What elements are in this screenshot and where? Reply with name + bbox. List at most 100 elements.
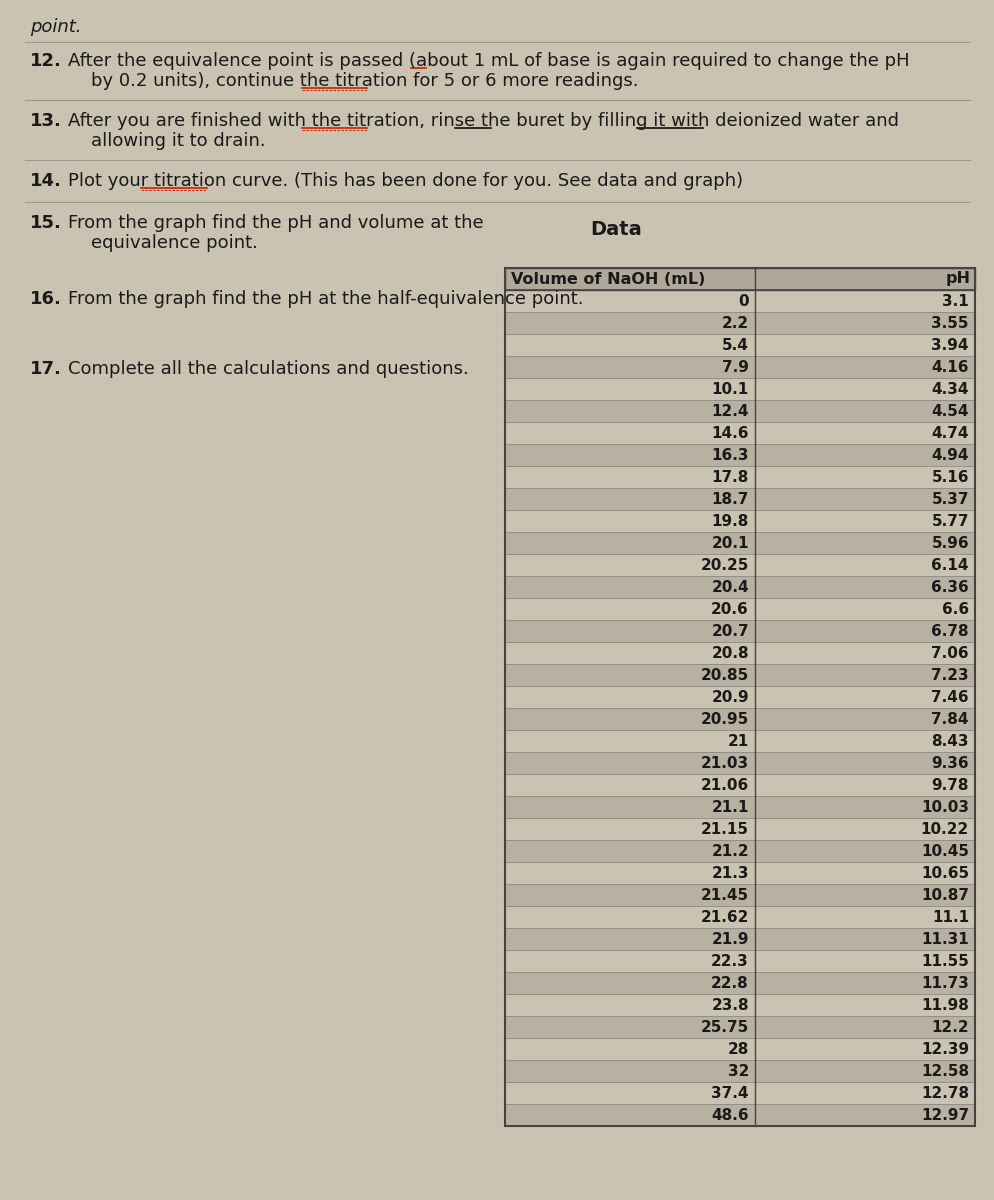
Text: 16.: 16. xyxy=(30,290,62,308)
Text: allowing it to drain.: allowing it to drain. xyxy=(68,132,265,150)
Bar xyxy=(505,752,975,774)
Text: 18.7: 18.7 xyxy=(712,492,749,506)
Bar xyxy=(505,972,975,994)
Text: by 0.2 units), continue the titration for 5 or 6 more readings.: by 0.2 units), continue the titration fo… xyxy=(68,72,638,90)
Text: equivalence point.: equivalence point. xyxy=(68,234,257,252)
Text: 20.95: 20.95 xyxy=(701,712,749,726)
Text: 20.8: 20.8 xyxy=(712,646,749,660)
Text: 19.8: 19.8 xyxy=(712,514,749,528)
Text: 10.87: 10.87 xyxy=(921,888,969,902)
Text: 12.: 12. xyxy=(30,52,62,70)
Text: 17.8: 17.8 xyxy=(712,469,749,485)
Bar xyxy=(505,1082,975,1104)
Text: 13.: 13. xyxy=(30,112,62,130)
Bar xyxy=(505,884,975,906)
Bar xyxy=(505,598,975,620)
Text: 12.58: 12.58 xyxy=(920,1063,969,1079)
Text: 9.36: 9.36 xyxy=(931,756,969,770)
Bar xyxy=(505,422,975,444)
Text: 21.62: 21.62 xyxy=(701,910,749,924)
Text: 20.7: 20.7 xyxy=(712,624,749,638)
Text: 15.: 15. xyxy=(30,214,62,232)
Text: 0: 0 xyxy=(739,294,749,308)
Bar xyxy=(505,268,975,290)
Text: 6.36: 6.36 xyxy=(931,580,969,594)
Text: 7.46: 7.46 xyxy=(931,690,969,704)
Text: 22.8: 22.8 xyxy=(712,976,749,990)
Text: 17.: 17. xyxy=(30,360,62,378)
Text: Complete all the calculations and questions.: Complete all the calculations and questi… xyxy=(68,360,469,378)
Bar xyxy=(505,532,975,554)
Text: 3.1: 3.1 xyxy=(942,294,969,308)
Text: 20.6: 20.6 xyxy=(712,601,749,617)
Bar xyxy=(505,994,975,1016)
Text: 4.54: 4.54 xyxy=(931,403,969,419)
Text: 21.15: 21.15 xyxy=(701,822,749,836)
Text: 5.37: 5.37 xyxy=(931,492,969,506)
Bar xyxy=(505,928,975,950)
Text: After the equivalence point is passed (about 1 mL of base is again required to c: After the equivalence point is passed (a… xyxy=(68,52,910,70)
Text: 4.34: 4.34 xyxy=(931,382,969,396)
Text: 28: 28 xyxy=(728,1042,749,1056)
Bar xyxy=(505,774,975,796)
Text: 7.9: 7.9 xyxy=(722,360,749,374)
Bar xyxy=(505,312,975,334)
Bar xyxy=(505,290,975,312)
Text: 20.25: 20.25 xyxy=(701,558,749,572)
Text: 7.84: 7.84 xyxy=(931,712,969,726)
Text: 12.4: 12.4 xyxy=(712,403,749,419)
Text: 37.4: 37.4 xyxy=(712,1086,749,1100)
Text: 4.74: 4.74 xyxy=(931,426,969,440)
Bar xyxy=(505,576,975,598)
Text: Volume of NaOH (mL): Volume of NaOH (mL) xyxy=(511,271,706,287)
Text: 21.2: 21.2 xyxy=(712,844,749,858)
Text: 3.94: 3.94 xyxy=(931,337,969,353)
Text: 3.55: 3.55 xyxy=(931,316,969,330)
Bar xyxy=(505,1016,975,1038)
Bar xyxy=(505,1038,975,1060)
Bar xyxy=(505,950,975,972)
Text: 12.78: 12.78 xyxy=(920,1086,969,1100)
Bar xyxy=(505,818,975,840)
Text: 21.06: 21.06 xyxy=(701,778,749,792)
Text: 11.98: 11.98 xyxy=(921,997,969,1013)
Text: 5.16: 5.16 xyxy=(931,469,969,485)
Bar xyxy=(505,1104,975,1126)
Text: 12.97: 12.97 xyxy=(920,1108,969,1122)
Bar xyxy=(505,268,975,1126)
Text: 22.3: 22.3 xyxy=(712,954,749,968)
Text: Plot your titration curve. (This has been done for you. See data and graph): Plot your titration curve. (This has bee… xyxy=(68,172,744,190)
Bar xyxy=(505,510,975,532)
Text: 21: 21 xyxy=(728,733,749,749)
Text: 21.1: 21.1 xyxy=(712,799,749,815)
Text: 25.75: 25.75 xyxy=(701,1020,749,1034)
Bar xyxy=(505,554,975,576)
Bar xyxy=(505,356,975,378)
Bar xyxy=(505,620,975,642)
Text: 20.1: 20.1 xyxy=(712,535,749,551)
Text: 10.1: 10.1 xyxy=(712,382,749,396)
Text: 4.16: 4.16 xyxy=(931,360,969,374)
Text: point.: point. xyxy=(30,18,82,36)
Bar xyxy=(505,708,975,730)
Text: 5.96: 5.96 xyxy=(931,535,969,551)
Text: 10.03: 10.03 xyxy=(921,799,969,815)
Text: 11.55: 11.55 xyxy=(921,954,969,968)
Text: pH: pH xyxy=(946,271,971,287)
Text: 10.22: 10.22 xyxy=(920,822,969,836)
Text: 20.9: 20.9 xyxy=(712,690,749,704)
Text: 11.31: 11.31 xyxy=(921,931,969,947)
Text: From the graph find the pH at the half-equivalence point.: From the graph find the pH at the half-e… xyxy=(68,290,583,308)
Bar xyxy=(505,488,975,510)
Text: 14.: 14. xyxy=(30,172,62,190)
Text: 12.2: 12.2 xyxy=(931,1020,969,1034)
Text: 5.77: 5.77 xyxy=(931,514,969,528)
Bar xyxy=(505,378,975,400)
Bar xyxy=(505,466,975,488)
Bar xyxy=(505,862,975,884)
Text: 6.78: 6.78 xyxy=(931,624,969,638)
Bar xyxy=(505,730,975,752)
Bar xyxy=(505,840,975,862)
Text: 11.1: 11.1 xyxy=(932,910,969,924)
Text: 21.3: 21.3 xyxy=(712,865,749,881)
